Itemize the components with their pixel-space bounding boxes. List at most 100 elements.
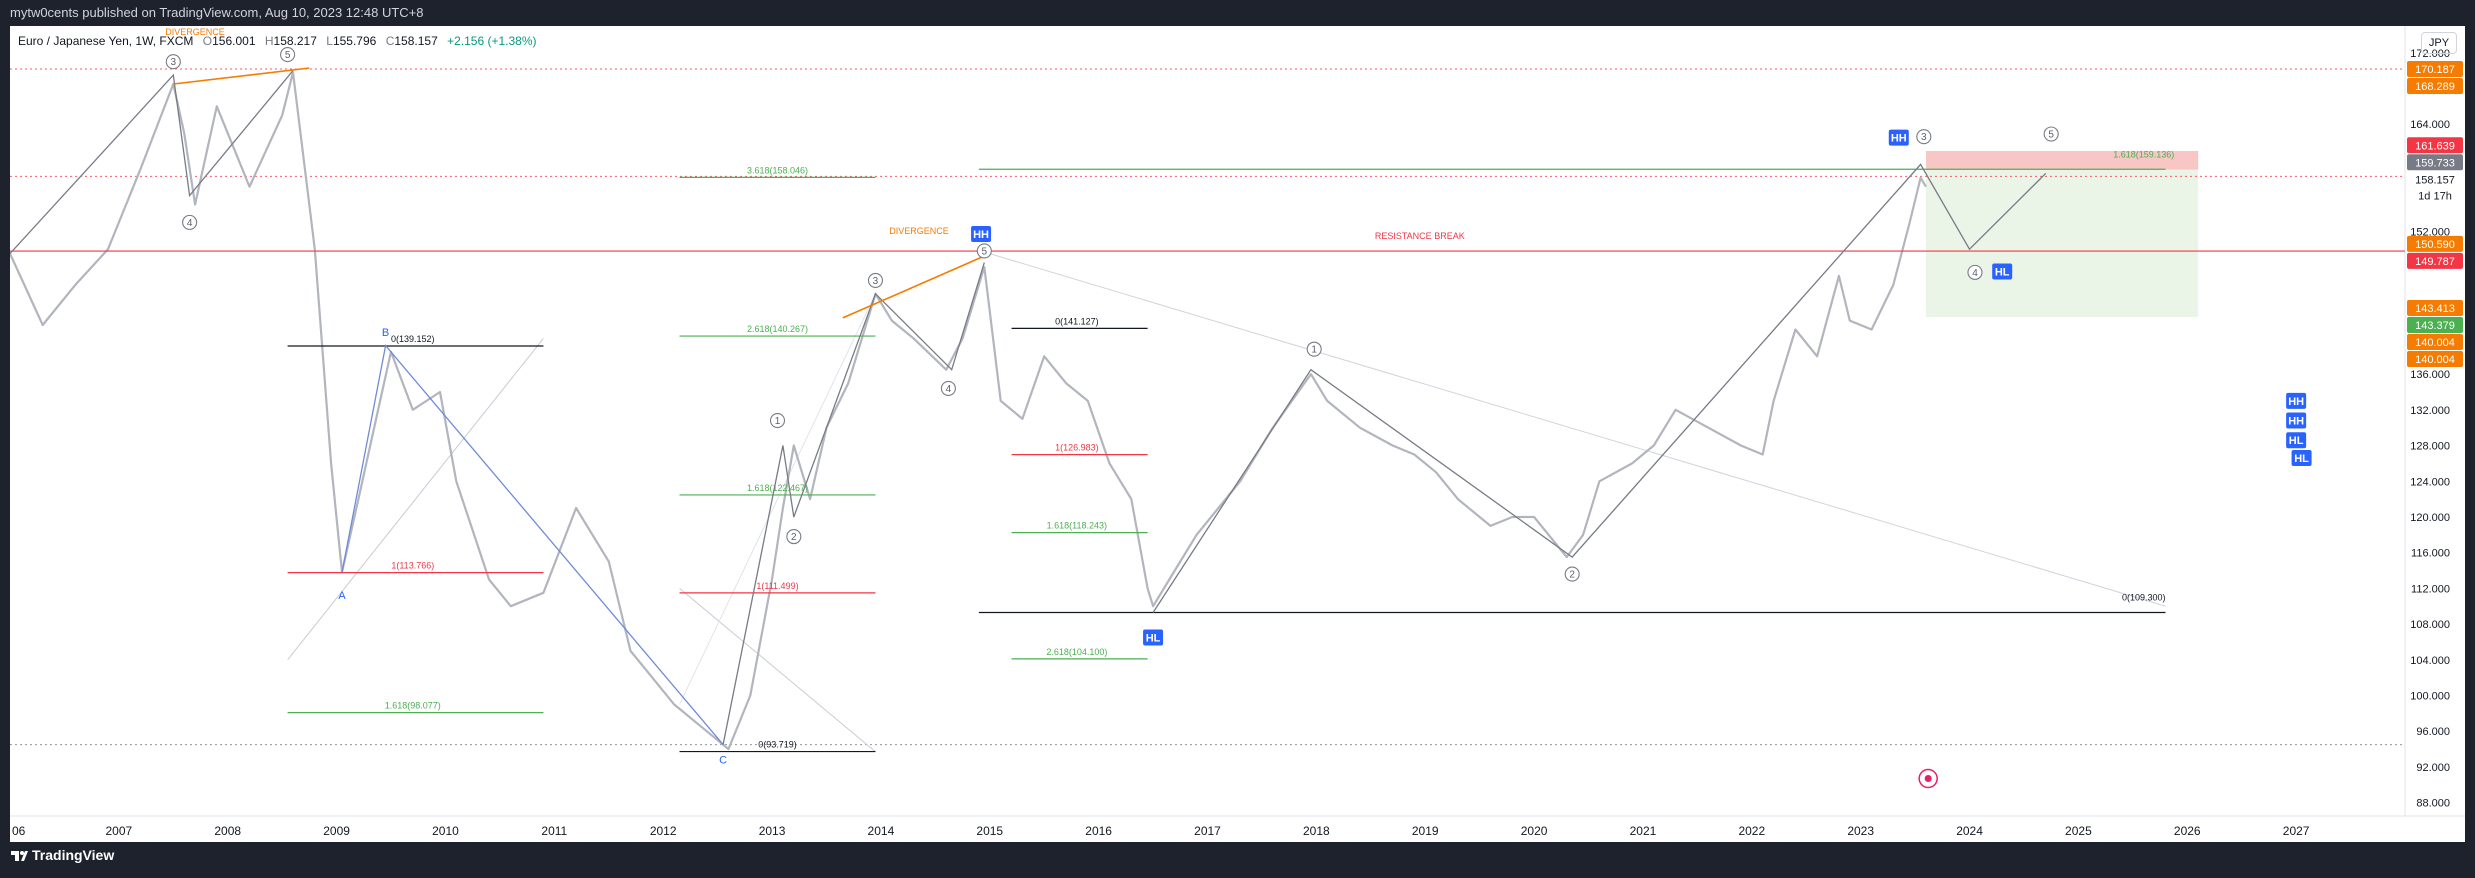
tradingview-logo-icon [10, 842, 28, 878]
wave-count-circle [1916, 129, 1932, 145]
time-axis-tick: 2010 [432, 824, 459, 838]
time-axis-tick: 2008 [214, 824, 241, 838]
wave-count-circle [2043, 126, 2059, 142]
high-value: 158.217 [273, 34, 317, 48]
fib-level-label: 0(93.719) [758, 740, 797, 750]
wave-count-circle [786, 529, 802, 545]
wave-count-label: 4 [946, 384, 952, 395]
swing-badge-label: HL [2294, 453, 2309, 465]
price-axis-tick: 132.000 [2410, 405, 2450, 417]
price-axis-tick: 116.000 [2411, 548, 2450, 560]
fib-level-label: 2.618(104.100) [1046, 647, 1107, 657]
swing-badge [1888, 129, 1909, 146]
wave-count-label: 3 [1921, 132, 1927, 143]
swing-badge-label: HH [973, 229, 989, 241]
chart-pane[interactable]: 0(139.152) 1(113.766) 1.618(98.077) 3.618(1… [10, 26, 2465, 842]
price-level-label: 170.187 [2415, 64, 2455, 76]
target-zone [1926, 150, 2199, 170]
price-axis-tick: 128.000 [2410, 441, 2450, 453]
time-axis-tick: 2014 [868, 824, 895, 838]
wave-count-circle [1564, 566, 1580, 582]
price-series-line [10, 71, 1927, 751]
grid-layer [10, 26, 2465, 817]
price-level-label: 143.413 [2415, 303, 2455, 315]
abc-wave-label: A [338, 590, 346, 602]
price-level-box [2407, 235, 2463, 252]
swing-badge [1143, 629, 1164, 646]
fib-level-label: 1(111.499) [756, 581, 798, 591]
axis-layer: 172.000164.000152.000136.000132.000128.0… [12, 48, 2463, 838]
time-axis-tick: 2016 [1085, 824, 1112, 838]
wave-count-label: 1 [775, 416, 781, 427]
time-axis-tick: 2012 [650, 824, 677, 838]
price-axis-tick: 136.000 [2410, 369, 2450, 381]
low-value: 155.796 [332, 34, 377, 48]
high-label: H [264, 34, 274, 48]
price-axis-tick: 120.000 [2410, 512, 2450, 524]
time-axis-tick: 06 [12, 824, 26, 838]
time-axis-tick: 2025 [2065, 824, 2092, 838]
wave-line [341, 344, 724, 746]
price-level-box [2407, 333, 2463, 350]
close-value: 158.157 [394, 34, 438, 48]
currency-button[interactable]: JPY [2421, 32, 2457, 54]
price-axis-tick: 88.000 [2416, 798, 2450, 810]
price-level-label: 143.379 [2415, 320, 2455, 332]
swing-badge-label: HL [1146, 632, 1161, 644]
price-level-label: 168.289 [2415, 81, 2455, 93]
wave-count-circle [867, 272, 884, 288]
low-label: L [326, 34, 333, 48]
price-axis-tick: 112.000 [2411, 583, 2450, 595]
fib-level-label: 1.618(118.243) [1047, 521, 1107, 531]
time-axis-tick: 2019 [1412, 824, 1439, 838]
fib-level-label: 3.618(158.046) [747, 165, 808, 175]
swing-badge [971, 225, 992, 242]
footer-bar: TradingView [0, 842, 2475, 869]
open-label: O [202, 34, 213, 48]
wave-count-label: 3 [171, 57, 177, 68]
price-level-box [2407, 350, 2463, 367]
time-axis-tick: 2017 [1194, 824, 1221, 838]
chart-canvas[interactable]: 0(139.152) 1(113.766) 1.618(98.077) 3.618(1… [10, 26, 2465, 842]
wave-line [10, 70, 294, 255]
swing-badge [1992, 263, 2013, 280]
wave-count-circle [182, 214, 198, 230]
close-label: C [385, 34, 395, 48]
labels-layer: 3451234512345BACDIVERGENCEDIVERGENCEHHHH… [165, 27, 2312, 789]
wave-count-label: 1 [1311, 345, 1317, 356]
swing-badge-label: HH [2288, 396, 2304, 408]
time-axis-tick: 2018 [1303, 824, 1330, 838]
price-level-label: 161.639 [2415, 140, 2455, 152]
position-zone [1926, 169, 2199, 318]
time-axis-tick: 2011 [541, 824, 567, 838]
wave-count-label: 2 [1569, 570, 1575, 581]
price-level-box [2407, 154, 2463, 171]
open-value: 156.001 [212, 34, 256, 48]
price-axis-tick: 152.000 [2410, 226, 2450, 238]
swing-badge [2286, 412, 2307, 429]
divergence-label: DIVERGENCE [889, 226, 949, 236]
price-level-box [2407, 316, 2463, 333]
swing-badge [2286, 432, 2307, 449]
symbol-name: Euro / Japanese Yen, 1W, FXCM [18, 34, 194, 48]
price-level-label: 150.590 [2415, 239, 2455, 251]
change-value: +2.156 (+1.38%) [447, 34, 537, 48]
footer-brand: TradingView [32, 847, 115, 863]
wave-count-label: 5 [982, 246, 988, 257]
wave-line [722, 262, 985, 745]
wave-count-label: 4 [1972, 268, 1978, 279]
wave-count-label: 2 [791, 532, 797, 543]
swing-badge-label: HL [1995, 266, 2010, 278]
time-axis-tick: 2026 [2174, 824, 2201, 838]
current-price-box [2407, 171, 2463, 188]
zones-layer [1926, 150, 2199, 318]
wave-count-circle [1967, 264, 1983, 280]
bar-countdown-label: 1d 17h [2418, 190, 2452, 202]
fib-level-label: 2.618(140.267) [747, 324, 808, 334]
price-axis-tick: 92.000 [2416, 762, 2450, 774]
price-level-label: 149.787 [2415, 256, 2455, 268]
current-price-label: 158.157 [2415, 174, 2455, 186]
swing-badge-label: HL [2289, 435, 2304, 447]
fib-guide-line [287, 338, 544, 661]
fib-level-label: 0(139.152) [391, 334, 435, 344]
